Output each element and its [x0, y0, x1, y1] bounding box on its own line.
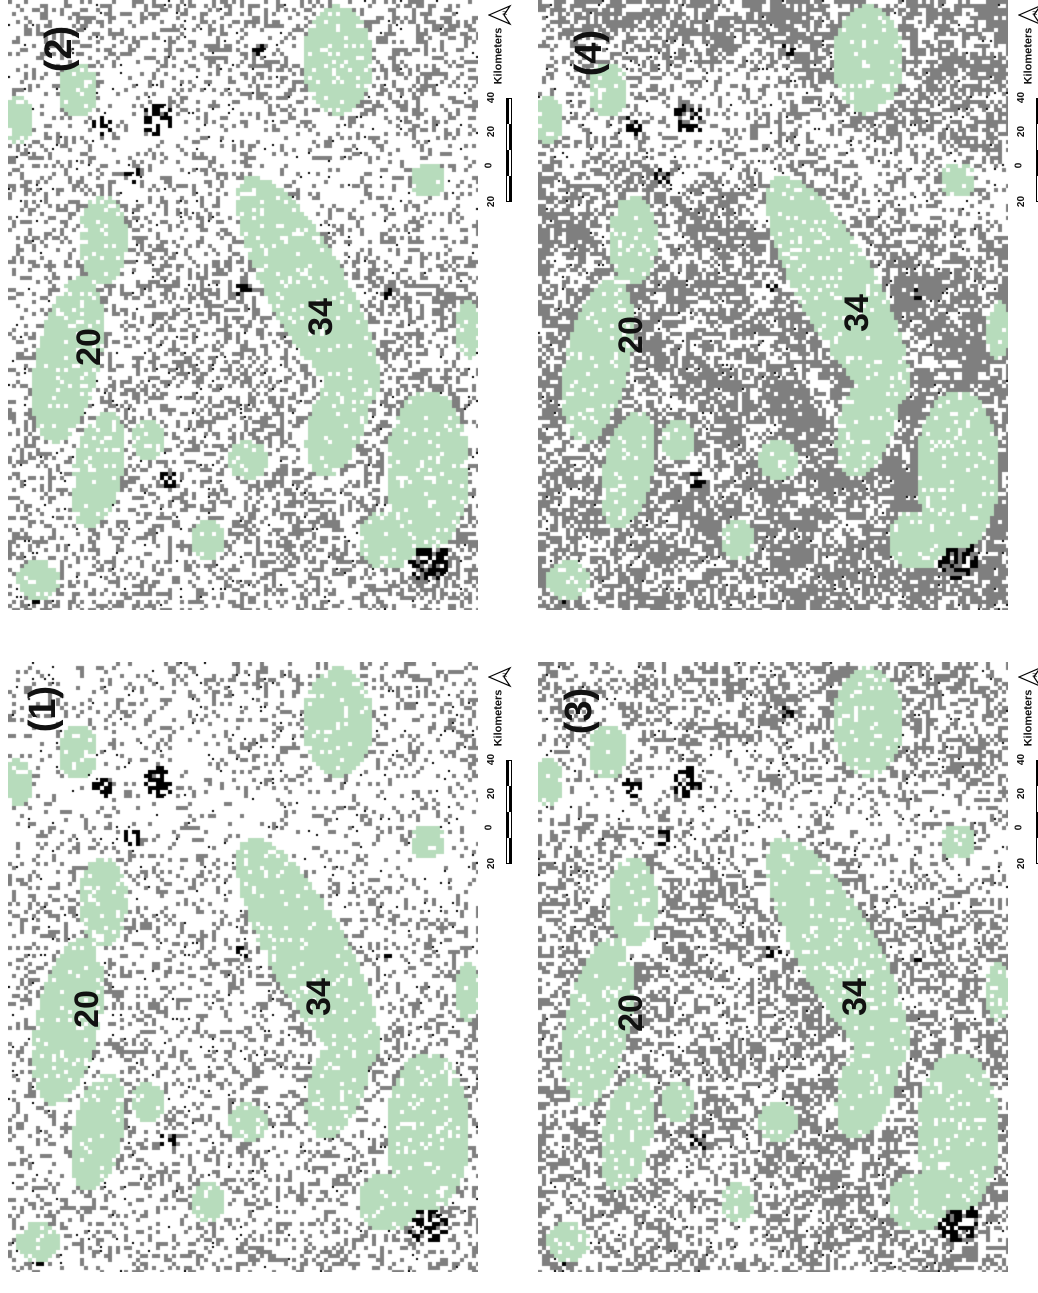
classification-map — [8, 662, 478, 1272]
classification-map — [8, 0, 478, 610]
scale-tick-label: 20 — [486, 125, 498, 138]
region-label-34: 34 — [835, 978, 874, 1016]
scale-tick-label: 20 — [486, 787, 498, 800]
scale-bar-segment — [1036, 812, 1038, 838]
scale-tick-label: 40 — [486, 753, 498, 766]
scale-unit-label: Kilometers — [1022, 27, 1035, 85]
scale-bar-segment — [506, 760, 509, 786]
scale-bar-segment — [509, 124, 512, 150]
scale-bar-segment — [506, 98, 509, 124]
scale-bar-segment — [506, 812, 509, 838]
north-arrow-icon: N — [1018, 6, 1038, 24]
scale-bar: 20 0 20 40 Kilometers N — [1013, 662, 1038, 1282]
scale-unit-label: Kilometers — [492, 27, 505, 85]
scale-tick-label: 40 — [1016, 753, 1028, 766]
panel-label: (4) — [568, 29, 611, 77]
north-label: N — [1033, 673, 1038, 677]
north-arrow-icon: N — [488, 4, 512, 26]
panel-label: (1) — [22, 685, 65, 733]
classification-map — [538, 0, 1008, 610]
scale-tick-label: 40 — [1016, 91, 1028, 104]
scale-tick-label: 20 — [1016, 857, 1028, 870]
scale-bar-segment — [506, 150, 509, 176]
scale-bar-segment — [1036, 98, 1038, 124]
scale-bar: 20 0 20 40 Kilometers N — [483, 662, 518, 1282]
north-arrow-icon: N — [488, 666, 512, 688]
scale-bar-segment — [1036, 760, 1038, 786]
map-raster — [538, 0, 1008, 610]
region-label-20: 20 — [611, 316, 650, 354]
scale-tick-label: 40 — [486, 91, 498, 104]
scale-tick-label: 20 — [486, 195, 498, 208]
north-label: N — [1033, 11, 1038, 15]
scale-tick-label: 20 — [1016, 195, 1028, 208]
scale-tick-label: 20 — [1016, 787, 1028, 800]
scale-tick-label: 20 — [486, 857, 498, 870]
north-label: N — [503, 673, 509, 677]
scale-bar-segment — [509, 176, 512, 202]
region-label-20: 20 — [611, 994, 650, 1032]
scale-bar-segment — [509, 786, 512, 812]
scale-bar-segment — [1036, 150, 1038, 176]
region-label-34: 34 — [299, 978, 338, 1016]
scale-tick-label: 0 — [483, 824, 495, 831]
panel-label: (3) — [558, 687, 601, 735]
region-label-20: 20 — [67, 990, 106, 1028]
map-panel-4: (4) 20 34 20 0 20 40 Kilometers N — [538, 0, 1038, 620]
scale-unit-label: Kilometers — [492, 689, 505, 747]
north-label: N — [503, 11, 509, 15]
scale-tick-label: 0 — [1013, 162, 1025, 169]
scale-bar-segment — [509, 838, 512, 864]
scale-tick-label: 0 — [1013, 824, 1025, 831]
scale-tick-label: 20 — [1016, 125, 1028, 138]
classification-map — [538, 662, 1008, 1272]
map-panel-3: (3) 20 34 20 0 20 40 Kilometers N — [538, 662, 1038, 1282]
map-raster — [8, 0, 478, 610]
north-arrow-icon: N — [1018, 668, 1038, 686]
map-panel-2: (2) 20 34 20 0 20 40 Kilometers N — [8, 0, 518, 620]
region-label-34: 34 — [837, 294, 876, 332]
scale-bar: 20 0 20 40 Kilometers N — [483, 0, 518, 620]
scale-bar: 20 0 20 40 Kilometers N — [1013, 0, 1038, 620]
region-label-34: 34 — [301, 298, 340, 336]
map-raster — [8, 662, 478, 1272]
map-panel-1: (1) 20 34 20 0 20 40 Kilometers N — [8, 662, 518, 1282]
scale-tick-label: 0 — [483, 162, 495, 169]
scale-unit-label: Kilometers — [1022, 689, 1035, 747]
map-raster — [538, 662, 1008, 1272]
region-label-20: 20 — [69, 328, 108, 366]
panel-label: (2) — [38, 25, 81, 73]
